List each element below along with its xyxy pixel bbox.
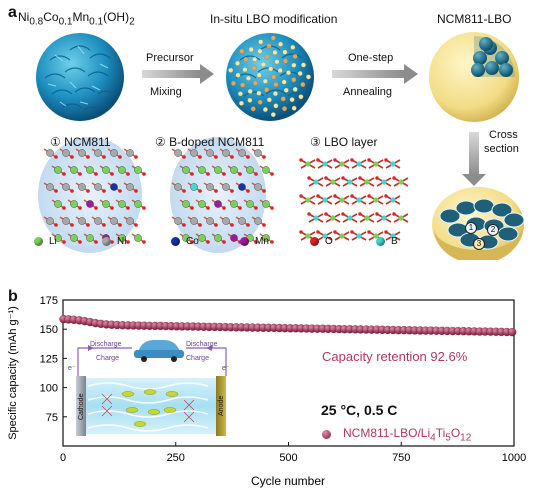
arrow2-bottom-label: Annealing — [343, 86, 392, 98]
legend-li: Li — [34, 236, 57, 247]
test-condition-annotation: 25 °C, 0.5 C — [321, 402, 398, 418]
x-tick-label: 250 — [167, 452, 185, 464]
arrow-cross-section — [462, 132, 486, 186]
x-tick-label: 0 — [60, 452, 66, 464]
insitu-lbo-sphere — [226, 33, 314, 121]
arrow1-bottom-label: Mixing — [150, 86, 182, 98]
precursor-formula-label: Ni0.8Co0.1Mn0.1(OH)2 — [18, 10, 135, 28]
li-atom-icon — [34, 237, 43, 246]
discharge-left-label: Discharge — [90, 341, 122, 348]
ni-atom-icon — [102, 237, 111, 246]
arrow1-top-label: Precursor — [146, 52, 194, 64]
precursor-sphere — [36, 33, 124, 121]
x-tick-label: 750 — [392, 452, 410, 464]
electron-label-right: e⁻ — [222, 365, 230, 372]
legend-b: B — [376, 236, 398, 247]
bdoped-ncm811-lattice — [171, 148, 274, 244]
y-tick-label: 150 — [40, 324, 58, 336]
legend-ni: Ni — [102, 236, 126, 247]
anode-label: Anode — [218, 396, 225, 416]
o-atom-icon — [310, 237, 319, 246]
electron-label-left: e⁻ — [68, 365, 76, 372]
discharge-right-label: Discharge — [186, 341, 218, 348]
data-series-ncm811-lbo — [59, 315, 517, 337]
series-legend: NCM811-LBO/Li4Ti5O12 — [322, 426, 471, 443]
ncm811-lattice — [43, 148, 146, 244]
structure-label-bdoped: ② B-doped NCM811 — [155, 135, 265, 149]
battery-inset: Cathode Anode Discharge Charge Discharge… — [68, 340, 230, 436]
y-tick-label: 175 — [40, 295, 58, 307]
cathode-label: Cathode — [78, 393, 85, 420]
capacity-chart: 75 100 125 150 175 0 250 500 750 1000 Cycle numb… — [7, 295, 526, 488]
arrow-precursor-mixing — [142, 64, 214, 84]
b-atom-icon — [376, 237, 385, 246]
cross-section-label-2: section — [484, 143, 519, 155]
y-axis-label: Specific capacity (mAh g⁻¹) — [7, 306, 19, 440]
lbo-layer-lattice — [299, 158, 409, 241]
x-tick-label: 500 — [279, 452, 297, 464]
panel-b-letter: b — [8, 288, 18, 305]
y-tick-label: 125 — [40, 353, 58, 365]
ev-car-icon — [134, 340, 184, 362]
y-tick-label: 75 — [46, 412, 58, 424]
charge-right-label: Charge — [186, 355, 209, 362]
x-axis-label: Cycle number — [251, 474, 325, 488]
cross-section-particle — [432, 187, 525, 260]
y-tick-label: 100 — [40, 383, 58, 395]
structure-label-ncm811: ① NCM811 — [50, 135, 111, 149]
x-tick-label: 1000 — [502, 452, 526, 464]
charge-left-label: Charge — [96, 355, 119, 362]
series-legend-marker — [322, 430, 331, 440]
cross-section-label-1: Cross — [489, 129, 518, 141]
layer-marker-2: 2 — [487, 224, 499, 236]
cathode-electrode — [76, 376, 86, 436]
structure-label-lbo: ③ LBO layer — [310, 135, 378, 149]
legend-o: O — [310, 236, 333, 247]
ncm811-lbo-sphere — [429, 32, 519, 122]
series-legend-label: NCM811-LBO/Li4Ti5O12 — [343, 426, 472, 444]
layer-marker-1: 1 — [465, 222, 477, 234]
ncm811-lbo-label: NCM811-LBO — [437, 12, 512, 26]
arrow-annealing — [332, 64, 418, 84]
panel-a-letter: a — [8, 4, 17, 21]
insitu-lbo-label: In-situ LBO modification — [210, 12, 338, 26]
mn-atom-icon — [240, 237, 249, 246]
data-point — [508, 327, 517, 337]
legend-mn: Mn — [240, 236, 269, 247]
arrow2-top-label: One-step — [348, 52, 394, 64]
anode-electrode — [216, 376, 226, 436]
legend-co: Co — [171, 236, 199, 247]
co-atom-icon — [171, 237, 180, 246]
capacity-retention-annotation: Capacity retention 92.6% — [322, 349, 468, 364]
layer-marker-3: 3 — [473, 238, 485, 250]
panel-a-illustration — [36, 32, 525, 260]
